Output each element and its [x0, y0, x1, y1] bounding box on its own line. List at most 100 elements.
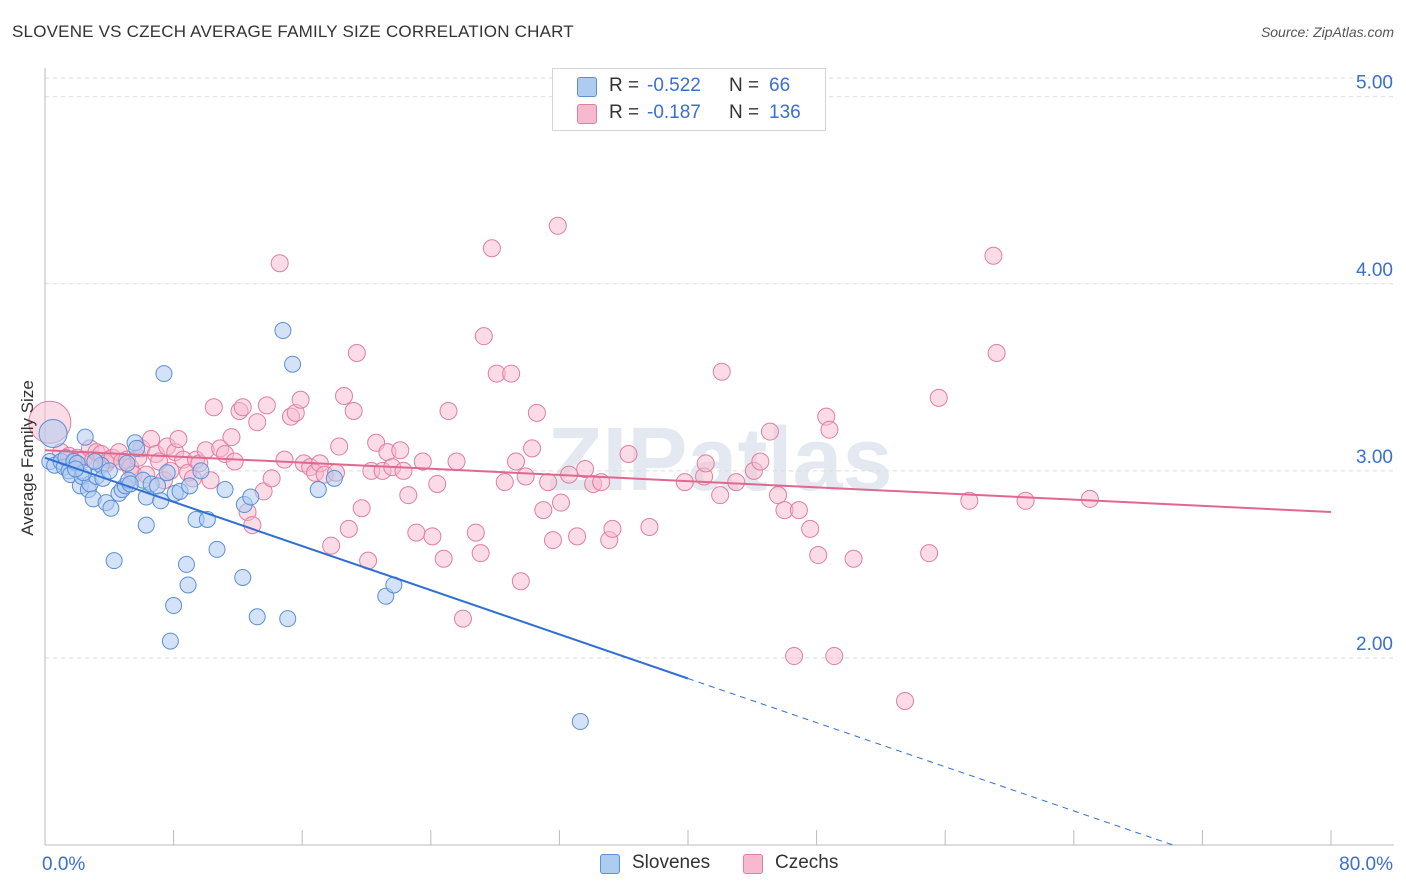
czech-point — [434, 549, 453, 568]
czech-point — [466, 523, 485, 542]
czech-point — [344, 401, 363, 420]
czech-point — [552, 493, 571, 512]
x-tick-label: 0.0% — [42, 854, 85, 875]
czech-point — [820, 420, 839, 439]
czech-point — [789, 501, 808, 520]
slovene-swatch — [600, 854, 620, 874]
slovene-point — [242, 488, 260, 506]
slovene-points — [38, 322, 589, 731]
czech-point — [270, 254, 289, 273]
slovene-swatch — [577, 77, 597, 97]
czech-point — [233, 398, 252, 417]
legend-label-slovenes: Slovenes — [632, 852, 711, 873]
czech-point — [711, 486, 730, 505]
czech-point — [222, 428, 241, 447]
czech-point — [751, 452, 770, 471]
czech-point — [801, 519, 820, 538]
czech-point — [769, 486, 788, 505]
czech-point — [495, 473, 514, 492]
czech-point — [474, 327, 493, 346]
czech-point — [619, 445, 638, 464]
czech-point — [960, 491, 979, 510]
slovene-trend-line — [44, 456, 689, 680]
r-value: -0.187 — [647, 102, 701, 123]
czech-point — [169, 430, 188, 449]
y-tick-label: 4.00 — [1356, 260, 1393, 281]
czech-point — [423, 527, 442, 546]
czech-point — [727, 473, 746, 492]
slovene-point — [208, 540, 226, 558]
czech-point — [987, 343, 1006, 362]
czech-point — [844, 549, 863, 568]
czech-point — [262, 469, 281, 488]
correlation-legend: R = -0.522 N = 66 R = -0.187 N = 136 — [552, 68, 826, 131]
czech-point — [543, 531, 562, 550]
slovene-point — [100, 462, 118, 480]
czech-point — [447, 452, 466, 471]
czech-point — [539, 473, 558, 492]
czech-point — [825, 647, 844, 666]
czech-point — [712, 362, 731, 381]
czech-point — [603, 519, 622, 538]
axis-labels: 2.00 3.00 4.00 5.00 0.0% 80.0% Average Family … — [18, 73, 1393, 875]
y-axis-label: Average Family Size — [18, 380, 37, 536]
y-tick-label: 3.00 — [1356, 447, 1393, 468]
czech-point — [568, 527, 587, 546]
czech-point — [248, 413, 267, 432]
czech-point — [640, 517, 659, 536]
legend-label-czechs: Czechs — [775, 852, 839, 873]
czech-point — [204, 398, 223, 417]
y-tick-label: 5.00 — [1356, 73, 1393, 94]
czech-point — [347, 343, 366, 362]
czech-point — [291, 390, 310, 409]
y-tick-label: 2.00 — [1356, 634, 1393, 655]
slovene-point — [105, 552, 123, 570]
n-value: 66 — [769, 75, 791, 96]
czech-point — [453, 609, 472, 628]
czech-point — [439, 401, 458, 420]
chart-title: SLOVENE VS CZECH AVERAGE FAMILY SIZE COR… — [12, 22, 574, 41]
czech-point — [527, 403, 546, 422]
slovene-point — [128, 439, 146, 457]
czech-point — [1080, 489, 1099, 508]
slovene-point — [279, 610, 297, 628]
r-label: R = — [609, 75, 640, 96]
czech-point — [471, 544, 490, 563]
slovene-point — [38, 418, 68, 448]
czech-point — [929, 388, 948, 407]
slovene-point — [571, 713, 589, 731]
czech-point — [548, 216, 567, 235]
trend-lines — [44, 449, 1332, 846]
czech-point — [920, 544, 939, 563]
slovene-trend-extension — [687, 678, 1174, 846]
czech-swatch — [743, 854, 763, 874]
slovene-point — [76, 428, 94, 446]
slovene-point — [216, 481, 234, 499]
r-value: -0.522 — [647, 75, 701, 96]
czech-point — [502, 364, 521, 383]
czech-point — [391, 441, 410, 460]
czech-point — [257, 396, 276, 415]
slovene-point — [181, 477, 199, 495]
czech-point — [142, 430, 161, 449]
czech-point — [428, 474, 447, 493]
slovene-point — [248, 608, 266, 626]
czech-point — [576, 459, 595, 478]
czech-point — [334, 387, 353, 406]
slovene-point — [149, 477, 167, 495]
slovene-point — [284, 355, 302, 373]
slovene-point — [137, 516, 155, 534]
slovene-point — [325, 469, 343, 487]
source-label: Source: ZipAtlas.com — [1260, 24, 1394, 40]
slovene-point — [309, 481, 327, 499]
czech-point — [511, 572, 530, 591]
czech-point — [760, 422, 779, 441]
czech-swatch — [577, 104, 597, 124]
czech-point — [275, 450, 294, 469]
slovene-point — [234, 568, 252, 586]
czech-point — [984, 246, 1003, 265]
czech-point — [322, 536, 341, 555]
czech-point — [785, 647, 804, 666]
czech-point — [413, 452, 432, 471]
